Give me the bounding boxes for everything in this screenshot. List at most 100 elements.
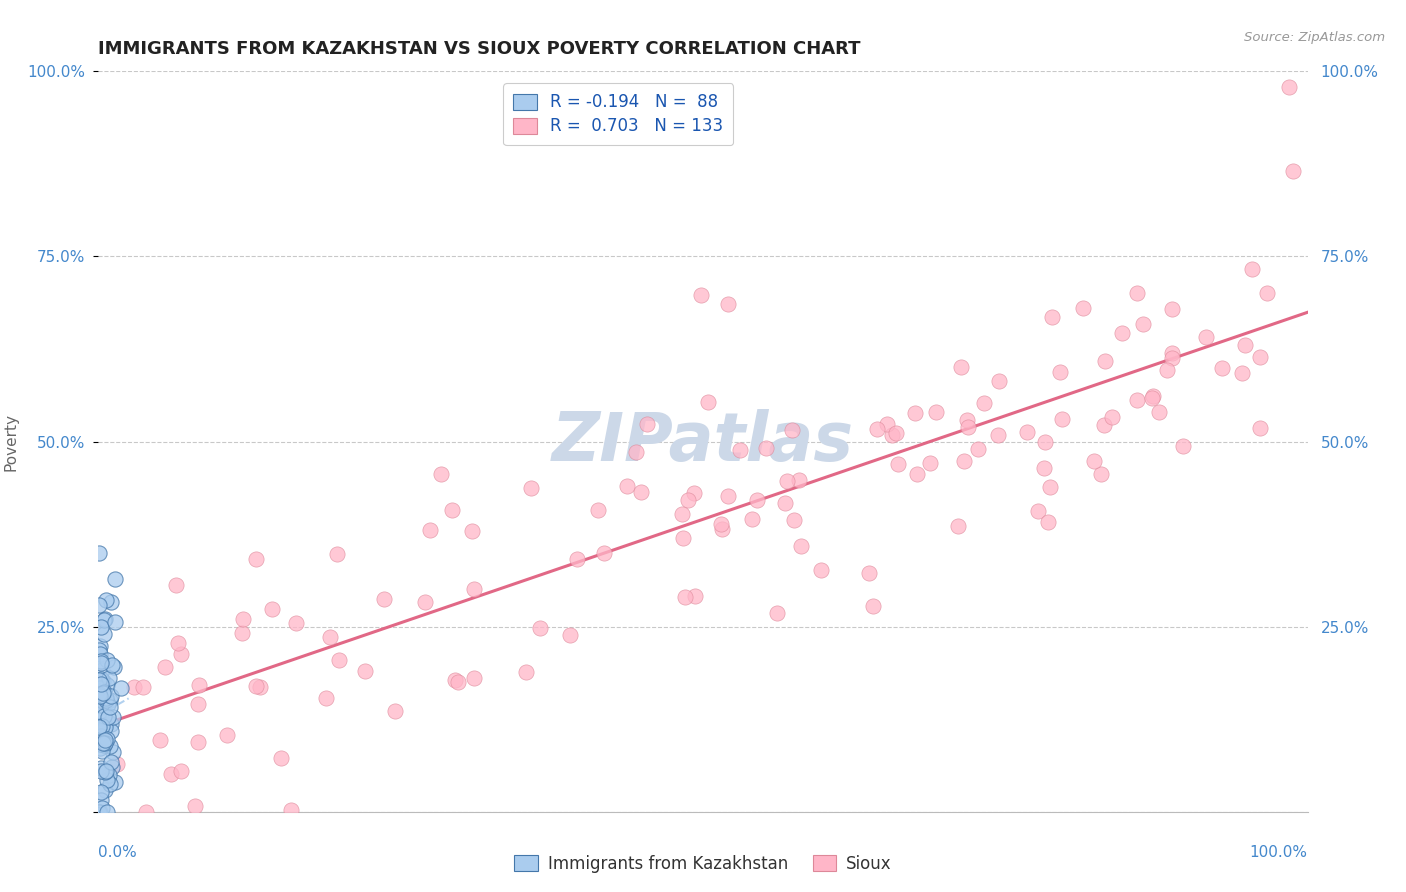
Point [1036, 515, 1059, 529]
Point [326, 547, 349, 561]
Point [90, 764, 112, 779]
Point [952, 454, 974, 468]
Point [315, 691, 337, 706]
Point [187, 698, 209, 712]
Point [98, 777, 121, 791]
Point [96, 653, 118, 667]
Point [1161, 301, 1184, 316]
Text: ZIPatlas: ZIPatlas [553, 409, 853, 475]
Point [97, 768, 120, 782]
Point [96, 714, 118, 728]
Text: IMMIGRANTS FROM KAZAKHSTAN VS SIOUX POVERTY CORRELATION CHART: IMMIGRANTS FROM KAZAKHSTAN VS SIOUX POVE… [98, 40, 860, 58]
Point [1256, 285, 1278, 300]
Point [925, 404, 948, 418]
Point [91, 736, 114, 750]
Point [676, 493, 699, 508]
Point [1156, 363, 1178, 377]
Point [97, 698, 120, 712]
Point [89, 689, 111, 703]
Point [232, 612, 254, 626]
Point [90, 707, 112, 722]
Point [91, 734, 114, 748]
Point [560, 628, 582, 642]
Point [373, 592, 395, 607]
Point [776, 475, 799, 489]
Point [160, 767, 183, 781]
Point [876, 417, 898, 431]
Point [90, 785, 112, 799]
Point [1147, 404, 1170, 418]
Point [567, 552, 589, 566]
Point [184, 799, 207, 814]
Point [89, 741, 111, 756]
Point [93, 720, 115, 734]
Point [100, 657, 122, 672]
Point [529, 621, 551, 635]
Point [1282, 163, 1305, 178]
Point [231, 626, 253, 640]
Point [89, 719, 111, 733]
Point [94, 592, 117, 607]
Point [87, 673, 110, 687]
Point [810, 563, 832, 577]
Point [94, 691, 117, 706]
Point [89, 681, 111, 695]
Point [520, 481, 543, 495]
Point [918, 456, 941, 470]
Point [1125, 393, 1147, 408]
Point [586, 503, 609, 517]
Point [880, 428, 903, 442]
Point [905, 467, 928, 481]
Point [717, 296, 740, 310]
Point [165, 577, 187, 591]
Point [89, 687, 111, 701]
Point [1033, 461, 1056, 475]
Point [710, 516, 733, 531]
Point [104, 572, 127, 586]
Point [98, 700, 121, 714]
Point [91, 744, 114, 758]
Point [866, 422, 889, 436]
Point [710, 522, 733, 536]
Point [280, 803, 302, 817]
Point [285, 616, 308, 631]
Point [94, 783, 117, 797]
Point [270, 751, 292, 765]
Text: 100.0%: 100.0% [1250, 845, 1308, 860]
Point [447, 675, 470, 690]
Point [1111, 326, 1133, 341]
Point [87, 643, 110, 657]
Point [717, 489, 740, 503]
Point [353, 665, 375, 679]
Point [461, 524, 484, 538]
Point [858, 566, 880, 581]
Point [132, 680, 155, 694]
Point [93, 613, 115, 627]
Point [697, 394, 720, 409]
Point [149, 733, 172, 747]
Point [93, 739, 115, 753]
Point [671, 508, 693, 522]
Point [747, 492, 769, 507]
Point [103, 659, 125, 673]
Point [110, 681, 132, 695]
Point [789, 539, 811, 553]
Point [97, 671, 120, 685]
Point [96, 731, 118, 746]
Point [89, 738, 111, 752]
Point [780, 423, 803, 437]
Point [89, 731, 111, 745]
Point [328, 653, 350, 667]
Point [1090, 467, 1112, 481]
Point [91, 694, 114, 708]
Point [100, 724, 122, 739]
Point [1092, 418, 1115, 433]
Point [94, 732, 117, 747]
Point [90, 729, 112, 743]
Point [1195, 330, 1218, 344]
Point [105, 756, 128, 771]
Point [155, 660, 177, 674]
Point [91, 720, 114, 734]
Point [94, 765, 117, 780]
Point [887, 457, 910, 471]
